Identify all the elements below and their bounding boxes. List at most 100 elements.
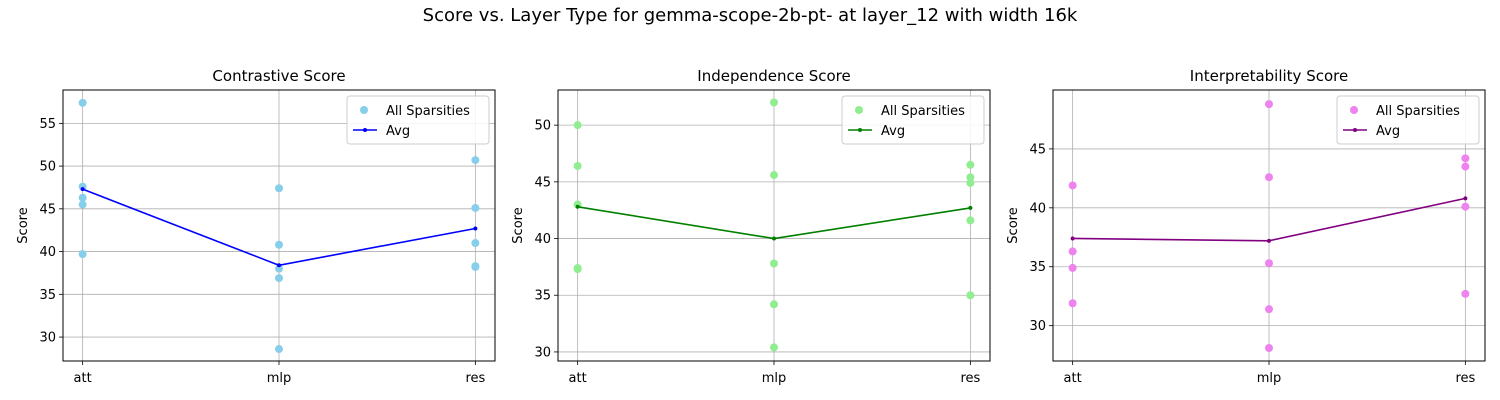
scatter-point <box>573 161 582 170</box>
scatter-point <box>275 184 283 193</box>
scatter-point <box>966 160 975 169</box>
avg-point <box>277 263 281 268</box>
scatter-point <box>1068 181 1077 190</box>
scatter-point <box>1265 100 1273 109</box>
scatter-point <box>1068 263 1077 272</box>
scatter-point <box>770 171 778 180</box>
x-tick-label: res <box>960 371 980 386</box>
y-tick-label: 40 <box>39 245 56 260</box>
y-axis-label: Score <box>511 207 526 243</box>
x-tick-label: mlp <box>1257 371 1282 386</box>
y-axis-label: Score <box>1006 207 1021 243</box>
scatter-point <box>1265 344 1273 353</box>
legend-marker-scatter <box>1350 106 1358 114</box>
scatter-point <box>1265 173 1273 182</box>
legend-label-line: Avg <box>881 124 905 139</box>
y-tick-label: 45 <box>534 175 551 190</box>
x-tick-label: mlp <box>267 371 292 386</box>
avg-point <box>1070 236 1075 241</box>
scatter-point <box>1265 259 1273 268</box>
y-tick-label: 50 <box>39 160 56 175</box>
legend-marker-line-point <box>363 128 367 132</box>
legend-label-scatter: All Sparsities <box>386 104 470 119</box>
scatter-point <box>966 173 975 182</box>
scatter-point <box>471 262 480 271</box>
y-tick-label: 30 <box>1029 319 1046 334</box>
chart-panel-1: att mlp res 30 35 40 45 50 55 Score Contrastive Sc… <box>16 67 496 386</box>
legend-box <box>346 95 490 145</box>
legend-marker-line-point <box>1353 128 1357 132</box>
legend-marker-scatter <box>855 106 863 114</box>
y-tick-label: 30 <box>39 331 56 346</box>
avg-point <box>1267 238 1271 243</box>
scatter-point <box>770 259 778 268</box>
y-tick-label: 45 <box>1029 142 1046 157</box>
y-tick-label: 50 <box>534 119 551 134</box>
chart-title: Independence Score <box>697 67 850 85</box>
legend: All Sparsities Avg <box>841 95 985 145</box>
axes-frame <box>62 89 496 362</box>
scatter-point <box>275 274 283 283</box>
scatter-point <box>966 178 975 187</box>
legend-label-scatter: All Sparsities <box>1376 104 1460 119</box>
scatter-point <box>966 291 975 300</box>
y-tick-label: 55 <box>39 117 56 132</box>
y-tick-label: 35 <box>1029 260 1046 275</box>
avg-point <box>772 236 776 241</box>
avg-point <box>473 226 478 231</box>
scatter-point <box>471 203 480 212</box>
legend-marker-line-point <box>858 128 862 132</box>
scatter-point <box>471 156 480 165</box>
scatter-point <box>770 300 778 309</box>
x-tick-label: res <box>465 371 485 386</box>
legend-box <box>1336 95 1480 145</box>
axes-frame <box>557 89 991 362</box>
y-tick-label: 40 <box>534 232 551 247</box>
legend-label-line: Avg <box>1376 124 1400 139</box>
chart-title: Interpretability Score <box>1190 67 1348 85</box>
x-tick-label: res <box>1455 371 1475 386</box>
scatter-point <box>1461 162 1470 171</box>
x-tick-label: att <box>74 371 92 386</box>
scatter-point <box>966 216 975 225</box>
x-tick-label: att <box>569 371 587 386</box>
scatter-point <box>1461 289 1470 298</box>
scatter-point <box>78 250 87 259</box>
y-tick-label: 35 <box>39 288 56 303</box>
scatter-point <box>78 182 87 191</box>
scatter-point <box>770 98 778 107</box>
y-tick-label: 45 <box>39 202 56 217</box>
scatter-point <box>471 239 480 248</box>
y-tick-label: 35 <box>534 289 551 304</box>
scatter-point <box>1068 247 1077 256</box>
scatter-point <box>1265 305 1273 314</box>
avg-point <box>1463 196 1468 201</box>
scatter-point <box>1068 299 1077 308</box>
scatter-point <box>573 265 582 274</box>
avg-point <box>575 204 580 209</box>
scatter-point <box>275 345 283 354</box>
legend-marker-scatter <box>360 106 368 114</box>
scatter-point <box>78 193 87 202</box>
scatter-point <box>770 343 778 352</box>
scatter-point <box>78 200 87 209</box>
y-axis-label: Score <box>16 207 31 243</box>
legend-label-line: Avg <box>386 124 410 139</box>
avg-point <box>968 205 973 210</box>
y-tick-label: 30 <box>534 345 551 360</box>
legend: All Sparsities Avg <box>346 95 490 145</box>
chart-title: Contrastive Score <box>212 67 345 85</box>
figure-title: Score vs. Layer Type for gemma-scope-2b-… <box>422 5 1078 26</box>
x-tick-label: mlp <box>762 371 787 386</box>
avg-point <box>80 187 85 192</box>
legend: All Sparsities Avg <box>1336 95 1480 145</box>
scatter-point <box>78 98 87 107</box>
y-tick-label: 40 <box>1029 201 1046 216</box>
legend-label-scatter: All Sparsities <box>881 104 965 119</box>
scatter-point <box>1461 154 1470 163</box>
chart-panel-3: att mlp res 30 35 40 45 Score Interpretability S… <box>1006 67 1486 386</box>
scatter-point <box>573 121 582 130</box>
scatter-point <box>275 240 283 249</box>
